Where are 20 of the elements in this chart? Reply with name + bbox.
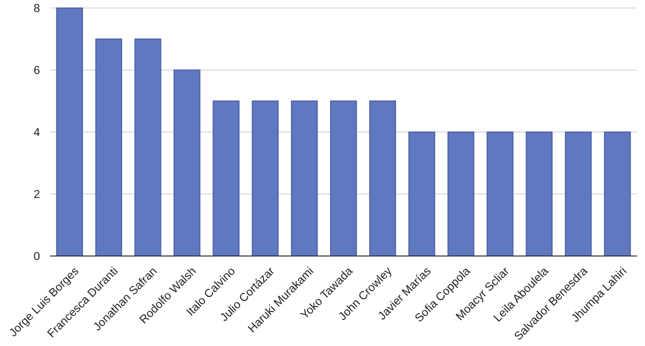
bar bbox=[95, 38, 122, 256]
bar bbox=[369, 100, 396, 256]
bar bbox=[56, 8, 83, 256]
bar bbox=[604, 132, 631, 256]
bar bbox=[174, 70, 200, 256]
y-tick-label: 4 bbox=[34, 127, 41, 140]
y-tick-label: 6 bbox=[34, 65, 40, 78]
bar bbox=[290, 100, 318, 256]
y-tick-label: 2 bbox=[34, 189, 40, 202]
bar bbox=[252, 100, 279, 256]
bar bbox=[564, 132, 592, 256]
y-tick-label: 8 bbox=[34, 3, 40, 16]
bar bbox=[447, 132, 474, 256]
bar bbox=[526, 132, 553, 256]
bar bbox=[212, 100, 240, 256]
y-tick-label: 0 bbox=[34, 251, 40, 264]
bar bbox=[134, 38, 162, 256]
bar bbox=[330, 100, 357, 256]
bar bbox=[408, 132, 436, 256]
bar bbox=[486, 132, 514, 256]
